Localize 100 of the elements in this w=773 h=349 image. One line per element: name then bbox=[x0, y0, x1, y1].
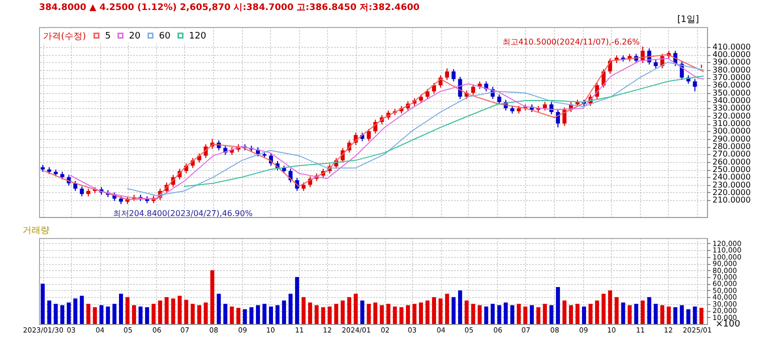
line-series bbox=[184, 76, 704, 187]
bar bbox=[542, 304, 547, 324]
legend-label: 5 bbox=[105, 32, 111, 42]
bar bbox=[640, 300, 645, 324]
bar bbox=[588, 304, 593, 324]
bar bbox=[288, 294, 293, 324]
bar bbox=[471, 304, 476, 324]
bar bbox=[621, 302, 626, 324]
bar bbox=[556, 287, 560, 324]
bar bbox=[302, 297, 306, 324]
bar bbox=[536, 307, 540, 324]
bar bbox=[256, 305, 260, 324]
candlestick bbox=[562, 106, 566, 126]
y-tick-label: 350.0000 bbox=[712, 88, 751, 98]
bar bbox=[504, 302, 508, 324]
bar bbox=[40, 284, 45, 324]
chart-title: 거래량 bbox=[22, 226, 50, 236]
bar bbox=[458, 290, 462, 324]
bar bbox=[262, 304, 266, 324]
bar bbox=[510, 305, 514, 324]
candlestick bbox=[80, 186, 84, 197]
bar bbox=[562, 300, 566, 324]
chart-title: 384.8000 ▲ 4.2500 (1.12%) 2,605,870 시:384.7000 고:386.8450 저:382.4600 bbox=[39, 3, 420, 13]
bar bbox=[138, 306, 143, 324]
candlestick bbox=[497, 94, 502, 105]
bar bbox=[54, 304, 58, 324]
text: [1일] bbox=[677, 15, 699, 25]
candlestick bbox=[471, 84, 476, 96]
bar bbox=[660, 305, 664, 324]
bar bbox=[66, 302, 71, 324]
bar bbox=[595, 300, 600, 324]
bar bbox=[438, 298, 443, 324]
bar bbox=[478, 305, 482, 324]
bar bbox=[614, 297, 619, 324]
candlestick bbox=[445, 68, 450, 80]
bar bbox=[276, 305, 280, 324]
legend-title: 가격(수정) bbox=[43, 32, 86, 42]
bar bbox=[295, 276, 300, 324]
bar bbox=[178, 296, 182, 324]
bar bbox=[60, 305, 64, 324]
candlestick bbox=[452, 68, 456, 82]
y-tick-label: 330.0000 bbox=[712, 104, 751, 113]
y-tick-label: 360.0000 bbox=[712, 80, 751, 90]
y-tick-label: 310.0000 bbox=[712, 119, 751, 128]
bar bbox=[223, 304, 228, 324]
bar bbox=[445, 294, 450, 324]
annotation: 최저204.8400(2023/04/27),46.90% bbox=[112, 209, 253, 218]
bar bbox=[334, 304, 338, 324]
bar bbox=[516, 304, 521, 324]
bar bbox=[354, 294, 358, 324]
bar bbox=[210, 270, 214, 324]
y-tick-label: 220.0000 bbox=[712, 188, 751, 197]
bar bbox=[634, 304, 638, 324]
legend-label: 20 bbox=[129, 32, 141, 42]
bar bbox=[608, 290, 612, 324]
bar bbox=[230, 306, 234, 324]
legend-label: 120 bbox=[189, 32, 206, 42]
bar bbox=[686, 309, 690, 324]
bar bbox=[647, 297, 652, 324]
bar bbox=[373, 302, 378, 324]
y-tick-label: 250.0000 bbox=[712, 165, 751, 174]
bar bbox=[490, 304, 495, 324]
bar bbox=[464, 300, 469, 324]
bar bbox=[106, 306, 110, 324]
bar bbox=[549, 305, 554, 324]
bar bbox=[484, 306, 488, 324]
bar bbox=[171, 298, 176, 324]
y-tick-label: 270.0000 bbox=[712, 150, 751, 159]
bar bbox=[80, 296, 84, 324]
bar bbox=[523, 306, 528, 324]
candlestick bbox=[556, 109, 560, 128]
bar bbox=[73, 298, 78, 324]
bar bbox=[236, 308, 240, 324]
candlestick bbox=[426, 88, 430, 100]
bar bbox=[497, 305, 502, 324]
candlestick bbox=[692, 78, 697, 92]
bar bbox=[158, 300, 162, 324]
bar bbox=[399, 307, 404, 324]
bar bbox=[360, 300, 364, 324]
y-tick-label: 410.0000 bbox=[712, 42, 751, 52]
bar bbox=[197, 305, 202, 324]
y-tick-label: 230.0000 bbox=[712, 180, 751, 190]
bar bbox=[99, 305, 104, 324]
bar bbox=[673, 307, 678, 324]
y-tick-label: 260.0000 bbox=[712, 157, 751, 166]
bar bbox=[412, 304, 416, 324]
bar bbox=[418, 302, 423, 324]
bar bbox=[132, 305, 136, 324]
bar bbox=[406, 305, 410, 324]
bar bbox=[86, 304, 90, 324]
y-tick-label: 380.0000 bbox=[712, 65, 751, 74]
bar bbox=[204, 302, 208, 324]
bar bbox=[242, 309, 247, 324]
y-tick-label: 300.0000 bbox=[712, 126, 751, 136]
bar bbox=[692, 306, 697, 324]
bar bbox=[190, 304, 195, 324]
bar bbox=[602, 294, 606, 324]
bar bbox=[321, 307, 326, 324]
y-axis-title: ×100 bbox=[716, 320, 740, 330]
bar bbox=[112, 304, 116, 324]
